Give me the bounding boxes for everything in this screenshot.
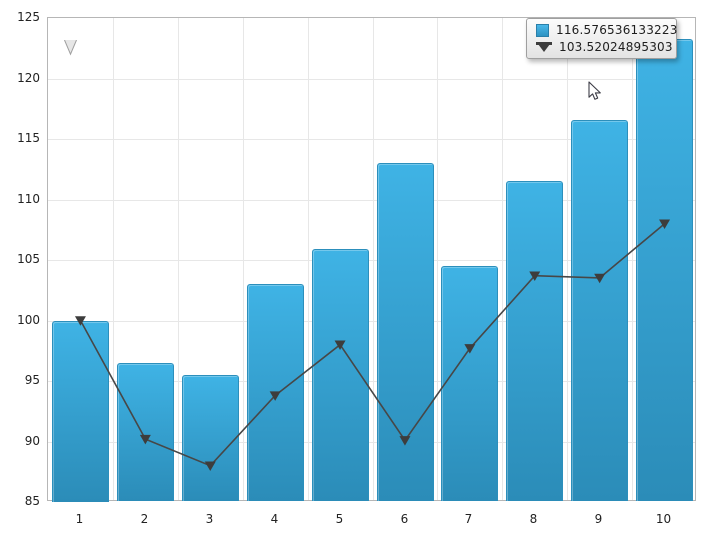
tooltip: 116.576536133223 103.52024895303 [526, 18, 677, 59]
x-axis-tick-label: 10 [655, 512, 672, 526]
x-axis-tick-label: 7 [464, 512, 473, 526]
gridline-vertical [567, 18, 568, 500]
x-axis-tick-label: 1 [75, 512, 84, 526]
y-axis-tick-label: 110 [17, 192, 40, 206]
x-axis-tick-label: 6 [400, 512, 409, 526]
gridline-vertical [308, 18, 309, 500]
y-axis-tick-label: 115 [17, 131, 40, 145]
bar-column-7[interactable] [441, 266, 498, 501]
gridline-vertical [113, 18, 114, 500]
bar-column-3[interactable] [182, 375, 239, 501]
y-axis-tick-label: 90 [24, 434, 40, 448]
y-axis-tick-label: 85 [24, 494, 40, 508]
gridline-vertical [373, 18, 374, 500]
bar-column-6[interactable] [377, 163, 434, 501]
gridline-horizontal [48, 200, 695, 201]
bar-column-9[interactable] [571, 120, 628, 501]
gridline-vertical [632, 18, 633, 500]
tooltip-callout-pointer [64, 39, 77, 56]
gridline-vertical [243, 18, 244, 500]
y-axis-tick-label: 100 [17, 313, 40, 327]
bar-column-4[interactable] [247, 284, 304, 501]
x-axis-tick-label: 9 [594, 512, 603, 526]
x-axis-tick-label: 8 [529, 512, 538, 526]
bar-column-1[interactable] [52, 321, 109, 502]
line-marker-swatch-icon [536, 41, 552, 53]
y-axis-tick-label: 125 [17, 10, 40, 24]
x-axis-tick-label: 5 [335, 512, 344, 526]
bar-column-10[interactable] [636, 39, 693, 501]
y-axis-tick-label: 120 [17, 71, 40, 85]
bar-column-5[interactable] [312, 249, 369, 501]
gridline-vertical [178, 18, 179, 500]
tooltip-row-bar: 116.576536133223 [536, 22, 677, 39]
bar-column-2[interactable] [117, 363, 174, 501]
gridline-vertical [502, 18, 503, 500]
gridline-horizontal [48, 79, 695, 80]
mouse-cursor-icon [588, 81, 602, 101]
y-axis-tick-label: 95 [24, 373, 40, 387]
x-axis-tick-label: 4 [270, 512, 279, 526]
y-axis-tick-label: 105 [17, 252, 40, 266]
x-axis-tick-label: 2 [140, 512, 149, 526]
bar-series-swatch-icon [536, 23, 549, 37]
gridline-vertical [437, 18, 438, 500]
plot-area [47, 17, 696, 502]
tooltip-line-value: 103.52024895303 [559, 39, 673, 54]
tooltip-bar-value: 116.576536133223 [556, 23, 678, 38]
tooltip-row-line: 103.52024895303 [536, 39, 673, 56]
gridline-horizontal [48, 139, 695, 140]
bar-column-8[interactable] [506, 181, 563, 501]
x-axis-tick-label: 3 [205, 512, 214, 526]
